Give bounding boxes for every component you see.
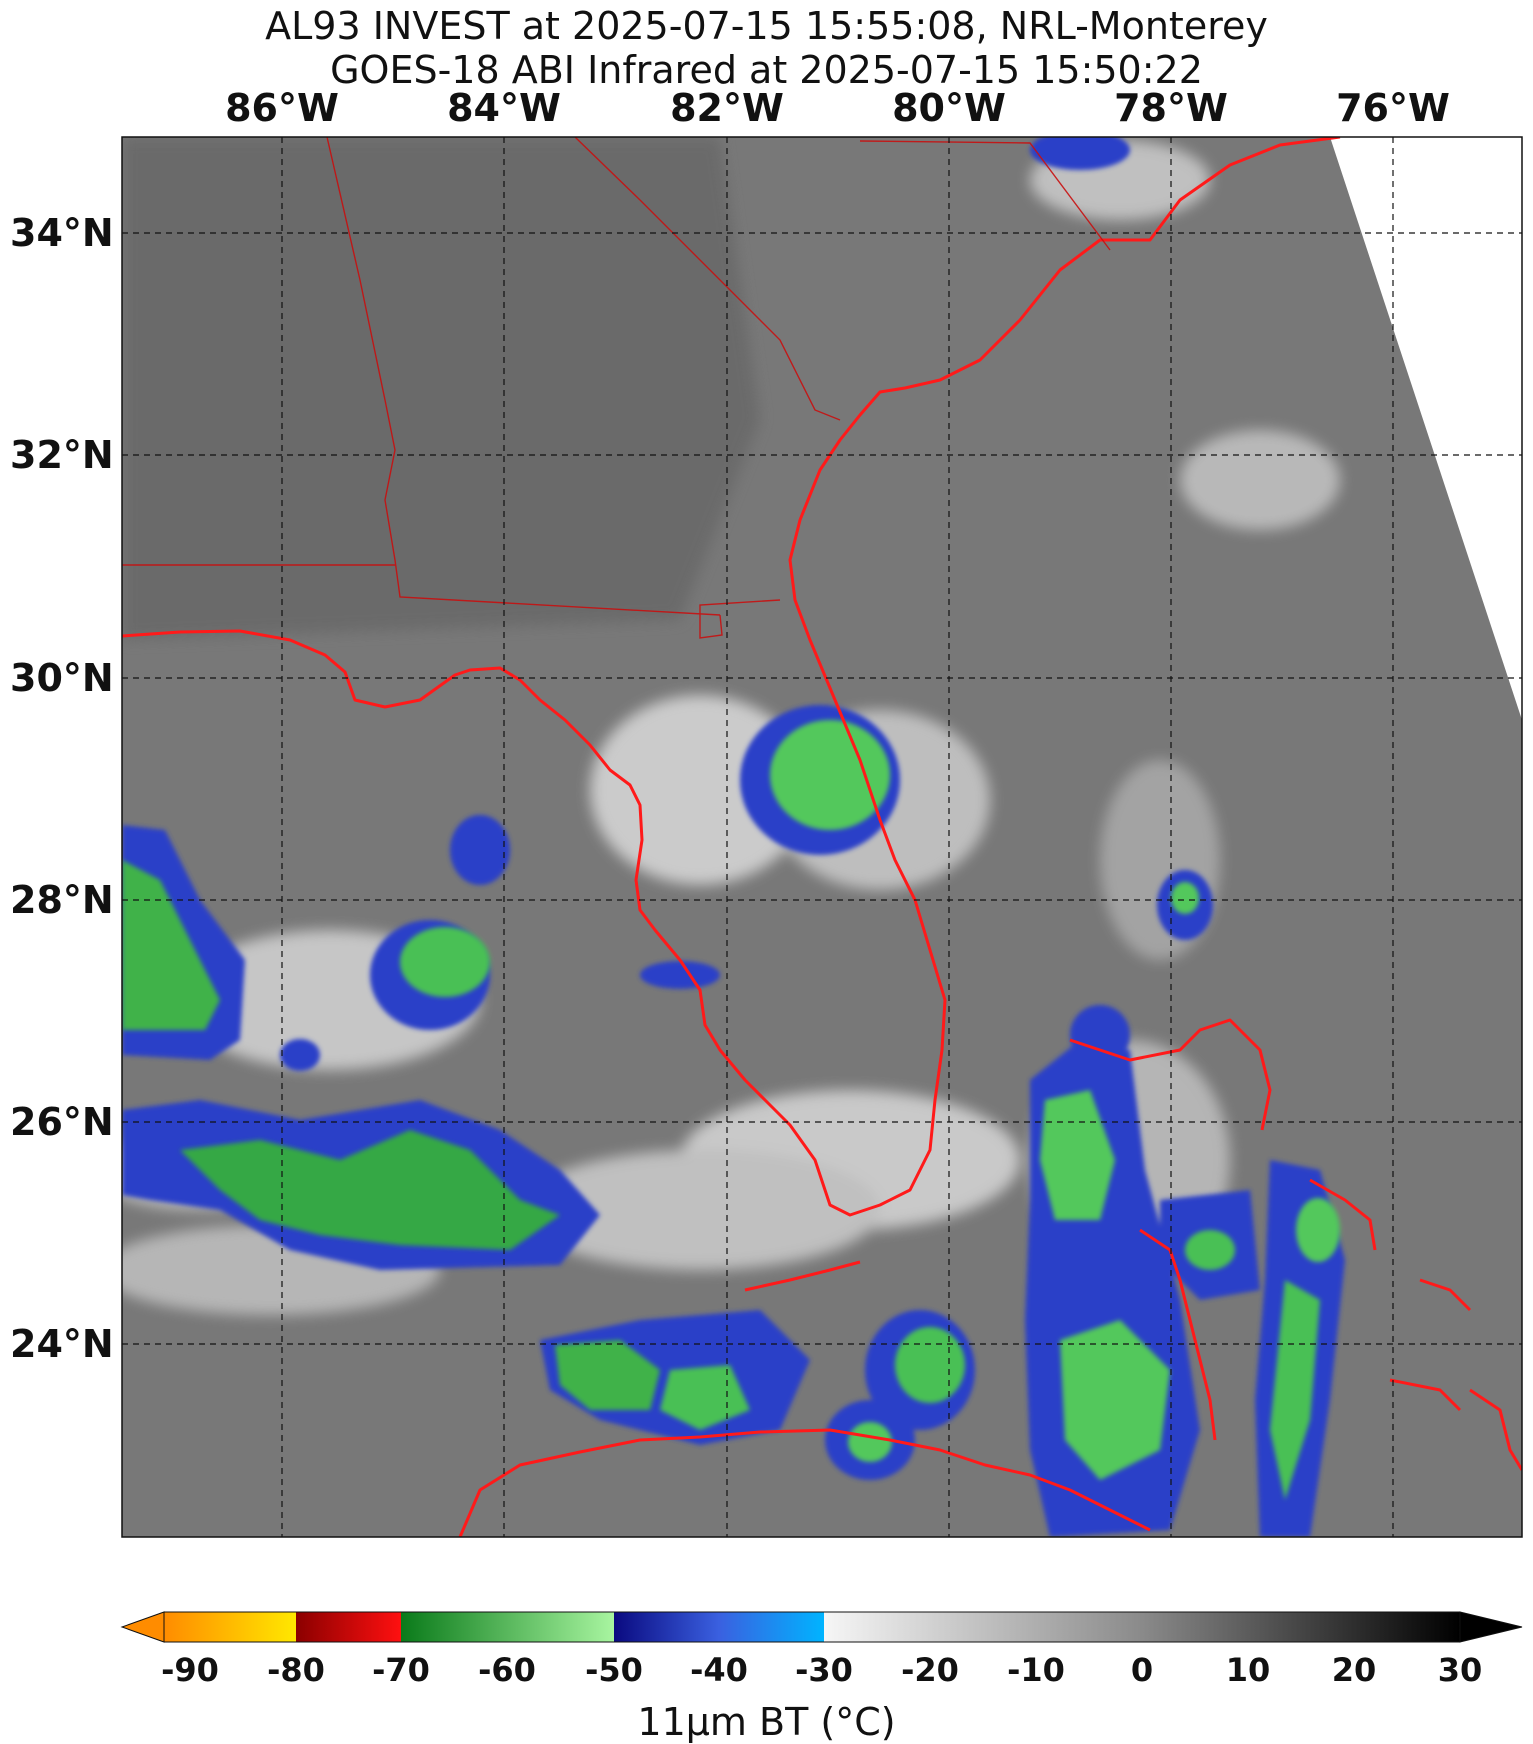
lat-tick-30n: 30°N (10, 656, 114, 700)
colorbar-tick: -30 (795, 1651, 853, 1689)
colorbar-tick: 20 (1331, 1651, 1377, 1689)
colorbar-tick: 0 (1130, 1651, 1154, 1689)
lon-tick-86w: 86°W (225, 86, 339, 130)
bahamas-andros (1139, 1228, 1217, 1441)
colorbar-tick: -80 (267, 1651, 325, 1689)
us-coastline (122, 137, 1341, 1217)
state-borders (122, 137, 1111, 639)
colorbar-extend-high (1459, 1611, 1523, 1643)
colorbar-frame (163, 1611, 1461, 1643)
colorbar-segment-blue (614, 1612, 824, 1642)
north-south-carolina-border (859, 140, 1111, 251)
figure-title-line2: GOES-18 ABI Infrared at 2025-07-15 15:50… (330, 48, 1203, 92)
colorbar-tick: 10 (1225, 1651, 1271, 1689)
graticule (122, 137, 1522, 1537)
bahamas-long-island (1469, 1388, 1522, 1471)
map-frame (121, 136, 1523, 1538)
colorbar-segment-green (401, 1612, 614, 1642)
colorbar-tick: -70 (372, 1651, 430, 1689)
bahamas-grand-bahama (1069, 1018, 1272, 1131)
colorbar-tick: -90 (161, 1651, 219, 1689)
colorbar-tick: -20 (901, 1651, 959, 1689)
cold-cloud-green (122, 720, 1340, 1500)
lat-tick-26n: 26°N (10, 1100, 114, 1144)
colorbar-segment-gray (824, 1612, 1460, 1642)
lat-tick-24n: 24°N (10, 1322, 114, 1366)
colorbar-tick: -40 (690, 1651, 748, 1689)
colorbar-tick: -10 (1007, 1651, 1065, 1689)
figure-title-line1: AL93 INVEST at 2025-07-15 15:55:08, NRL-… (265, 4, 1268, 48)
lon-tick-78w: 78°W (1114, 86, 1228, 130)
lon-tick-84w: 84°W (447, 86, 561, 130)
lon-tick-82w: 82°W (670, 86, 784, 130)
colorbar-segment-red (296, 1612, 401, 1642)
no-data-region (1330, 137, 1522, 720)
colorbar (120, 1611, 1523, 1643)
colorbar-tick: -60 (478, 1651, 536, 1689)
colorbar-extend-low (120, 1611, 165, 1643)
infrared-map (121, 136, 1523, 1538)
lat-tick-32n: 32°N (10, 433, 114, 477)
bahamas-cat-island (1419, 1278, 1472, 1312)
florida-keys (744, 1260, 861, 1292)
bahamas-eleuthera (1309, 1178, 1377, 1251)
coastlines (122, 137, 1522, 1537)
lat-tick-34n: 34°N (10, 211, 114, 255)
alabama-georgia-border (326, 137, 721, 616)
colorbar-tick: -50 (585, 1651, 643, 1689)
lat-tick-28n: 28°N (10, 878, 114, 922)
bahamas-exumas (1389, 1378, 1462, 1412)
lon-tick-80w: 80°W (892, 86, 1006, 130)
colorbar-label: 11μm BT (°C) (637, 1700, 896, 1744)
colorbar-tick: 30 (1437, 1651, 1483, 1689)
colorbar-segment-orange (164, 1612, 296, 1642)
cuba-north-coast (458, 1428, 1151, 1537)
lon-tick-76w: 76°W (1336, 86, 1450, 130)
georgia-south-carolina-border (574, 137, 841, 421)
